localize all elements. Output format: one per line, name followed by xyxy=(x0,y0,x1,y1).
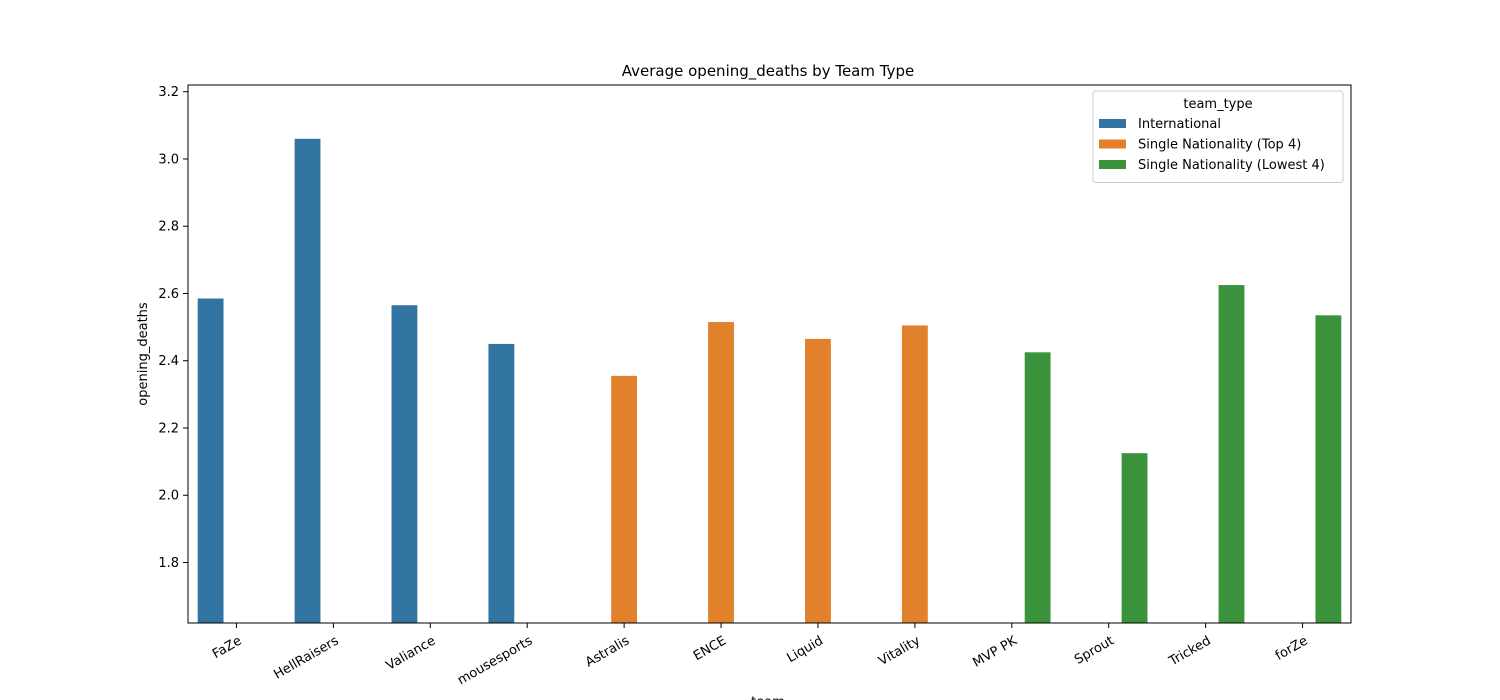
legend-title: team_type xyxy=(1183,97,1252,112)
x-tick-label: Valiance xyxy=(384,633,439,673)
x-tick-label: mousesports xyxy=(455,633,535,688)
legend-label: Single Nationality (Lowest 4) xyxy=(1138,158,1325,173)
x-tick-label: ENCE xyxy=(691,633,729,664)
chart-title: Average opening_deaths by Team Type xyxy=(622,62,914,81)
legend-swatch xyxy=(1099,119,1126,128)
bar xyxy=(1315,315,1342,623)
bar xyxy=(611,375,638,623)
x-tick-label: forZe xyxy=(1273,633,1311,663)
y-tick-label: 1.8 xyxy=(158,556,179,571)
plot-frame xyxy=(187,84,1352,624)
x-tick-label: MVP PK xyxy=(970,633,1020,670)
bar xyxy=(805,338,831,623)
bar xyxy=(197,298,224,623)
bar xyxy=(294,138,321,624)
y-tick-label: 2.2 xyxy=(158,421,179,436)
x-tick-label: Astralis xyxy=(583,633,632,670)
bar xyxy=(708,322,734,623)
x-tick-label: HellRaisers xyxy=(271,633,341,682)
x-tick-label: Vitality xyxy=(876,633,923,669)
bar xyxy=(1218,285,1245,623)
legend-label: International xyxy=(1138,117,1221,132)
x-tick-label: Tricked xyxy=(1166,633,1214,669)
bar xyxy=(391,305,418,623)
legend-box xyxy=(1092,90,1344,183)
bar xyxy=(1121,453,1148,623)
y-tick-label: 2.6 xyxy=(158,287,179,302)
y-tick-label: 2.8 xyxy=(158,220,179,235)
bar xyxy=(488,343,515,623)
legend: team_type International Single Nationality… xyxy=(1092,90,1344,183)
y-axis-label: opening_deaths xyxy=(136,302,151,406)
legend-label: Single Nationality (Top 4) xyxy=(1138,138,1301,153)
bar xyxy=(901,325,928,623)
x-axis-label: team xyxy=(751,695,785,700)
y-tick-label: 2.4 xyxy=(158,354,179,369)
y-tick-label: 2.0 xyxy=(158,489,179,504)
x-tick-label: Liquid xyxy=(784,633,825,666)
x-tick-label: Sprout xyxy=(1072,633,1117,667)
legend-swatch xyxy=(1099,160,1126,169)
legend-swatch xyxy=(1099,139,1126,149)
y-tick-label: 3.2 xyxy=(158,85,179,100)
x-tick-label: FaZe xyxy=(210,633,244,662)
bar xyxy=(1024,352,1051,623)
y-tick-label: 3.0 xyxy=(158,152,179,167)
